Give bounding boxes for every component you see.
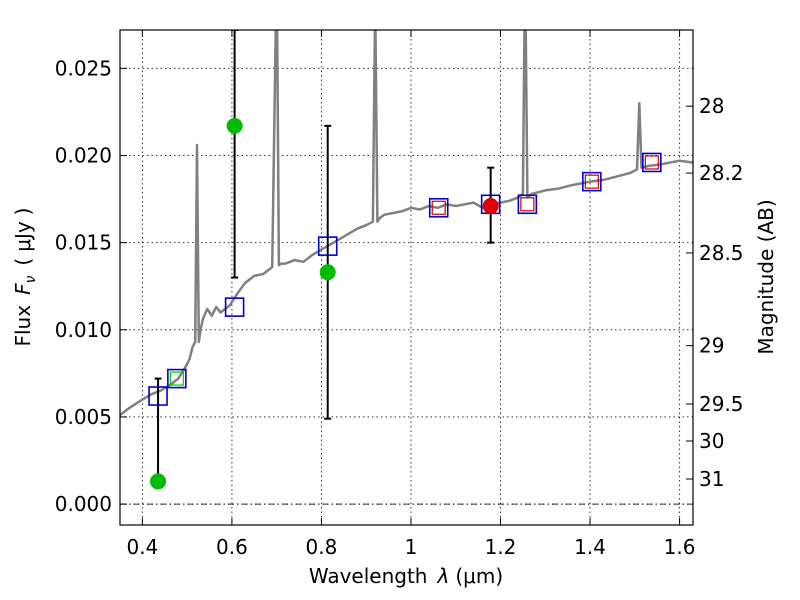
y2-tick-label: 28.5 — [699, 241, 744, 265]
grid — [120, 30, 693, 525]
model-photometry-square — [642, 152, 662, 173]
y-axis-label: FluxFν(μJy) — [11, 207, 39, 346]
model-photometry-square — [224, 297, 245, 317]
x-tick-label: 0.8 — [306, 535, 338, 559]
x-tick-label: 1.6 — [664, 535, 696, 559]
x-tick-label: 0.4 — [126, 535, 158, 559]
x-axis-label: Wavelength λ (μm) — [309, 564, 503, 588]
observed-upper-limit-point — [150, 473, 167, 490]
y2-tick-label: 29 — [699, 334, 724, 358]
model-photometry-inner-square — [644, 155, 659, 170]
model-photometry-square — [167, 368, 187, 389]
x-tick-label: 1.2 — [485, 535, 517, 559]
model-photometry-square — [517, 194, 538, 215]
axes: 0.4 0.6 0.8 1 1.2 1.4 1.6 0.000 0.005 0.010 0.015 0… — [55, 30, 744, 559]
template-spectrum-line — [120, 30, 693, 417]
x-tick-label: 1.4 — [574, 535, 606, 559]
observed-upper-limit-point — [226, 117, 243, 134]
model-photometry-square — [317, 236, 338, 256]
model-photometry-inner-square — [169, 371, 184, 386]
observed-detection-point — [482, 198, 499, 215]
y2-tick-label: 31 — [699, 467, 724, 491]
x-tick-label: 0.6 — [216, 535, 248, 559]
model-photometry-inner-square — [431, 200, 446, 215]
y2-tick-label: 30 — [699, 429, 724, 453]
model-photometry-square — [148, 386, 168, 406]
y-tick-label: 0.020 — [55, 143, 112, 167]
model-photometry-square — [428, 197, 449, 218]
y-tick-label: 0.010 — [55, 318, 112, 342]
y2-tick-label: 28.2 — [699, 161, 744, 185]
model-photometry-inner-square — [584, 174, 599, 189]
plot-area — [120, 30, 693, 490]
y-tick-label: 0.000 — [55, 492, 112, 516]
plot-frame — [119, 29, 694, 526]
y2-tick-label: 28 — [699, 94, 724, 118]
observed-upper-limit-point — [319, 264, 336, 281]
y-tick-label: 0.015 — [55, 231, 112, 255]
model-photometry-square — [582, 171, 602, 192]
y-tick-label: 0.025 — [55, 56, 112, 80]
y2-tick-label: 29.5 — [699, 392, 744, 416]
x-tick-label: 1 — [405, 535, 418, 559]
y2-axis-label: Magnitude (AB) — [754, 199, 778, 354]
model-photometry-inner-square — [520, 197, 535, 212]
y-tick-label: 0.005 — [55, 405, 112, 429]
